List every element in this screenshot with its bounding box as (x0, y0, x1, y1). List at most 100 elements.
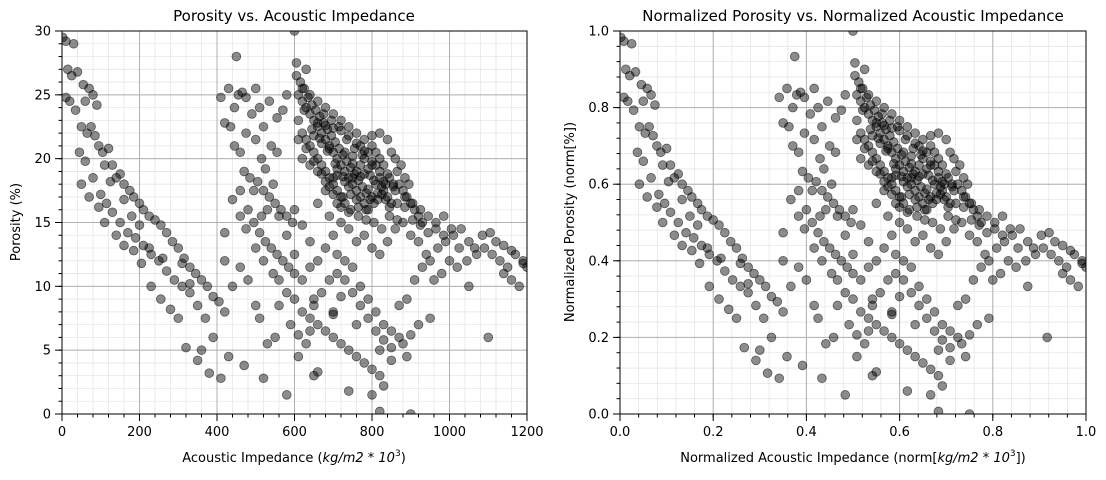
scatter-point (832, 300, 843, 311)
scatter-point (945, 342, 955, 353)
scatter-point (989, 224, 1000, 234)
scatter-point (964, 230, 975, 241)
scatter-point (956, 217, 967, 228)
scatter-point (361, 215, 371, 225)
scatter-point (301, 143, 311, 154)
scatter-point (817, 185, 827, 196)
scatter-point (772, 296, 783, 307)
scatter-point (235, 262, 246, 272)
scatter-point (351, 319, 362, 330)
scatter-point (444, 255, 455, 266)
scatter-point (374, 128, 385, 138)
scatter-point (250, 300, 261, 311)
scatter-point (939, 194, 950, 205)
scatter-point (1005, 224, 1016, 234)
scatter-point (351, 128, 362, 138)
scatter-point (968, 275, 979, 285)
scatter-point (865, 100, 876, 110)
scatter-point (223, 83, 234, 94)
scatter-point (297, 220, 308, 230)
scatter-point (655, 147, 666, 158)
scatter-point (797, 360, 808, 371)
y-tick-label: 30 (34, 25, 51, 40)
right-ticks: 0.0 0.2 0.4 0.6 0.8 1.0 0.0 0.2 0.4 0.6 0.8 1.0 (588, 25, 1096, 441)
scatter-point (167, 236, 178, 247)
scatter-point (811, 176, 821, 187)
scatter-point (887, 230, 897, 241)
scatter-point (107, 207, 118, 218)
scatter-point (272, 113, 282, 123)
scatter-point (363, 184, 373, 195)
scatter-point (1077, 256, 1086, 266)
scatter-point (894, 291, 905, 302)
scatter-point (136, 258, 147, 269)
scatter-point (881, 146, 891, 156)
scatter-point (347, 158, 358, 169)
left-x-axis-label-close: ) (401, 451, 406, 466)
scatter-point (161, 227, 172, 238)
scatter-point (826, 179, 837, 190)
scatter-point (945, 355, 955, 366)
scatter-point (353, 202, 364, 212)
scatter-point (867, 294, 878, 304)
scatter-point (299, 105, 309, 115)
scatter-point (879, 326, 889, 336)
scatter-point (378, 335, 389, 345)
scatter-point (384, 202, 395, 212)
scatter-point (254, 102, 265, 113)
scatter-point (1011, 262, 1021, 272)
scatter-point (305, 160, 315, 170)
scatter-point (413, 319, 424, 330)
scatter-point (365, 194, 375, 205)
scatter-point (941, 134, 951, 145)
scatter-point (258, 121, 269, 132)
scatter-point (1022, 236, 1033, 247)
left-scatter-points (62, 31, 527, 414)
scatter-point (365, 170, 375, 181)
scatter-point (214, 296, 224, 307)
scatter-point (947, 179, 957, 190)
scatter-point (1073, 281, 1084, 292)
scatter-point (506, 275, 517, 285)
scatter-point (510, 249, 521, 260)
scatter-point (241, 128, 251, 138)
scatter-point (687, 192, 697, 202)
y-tick-label: 20 (34, 152, 51, 167)
x-tick-label: 0.4 (796, 425, 817, 440)
scatter-point (250, 243, 261, 253)
scatter-point (622, 96, 633, 107)
scatter-point (477, 230, 488, 241)
scatter-point (235, 211, 246, 221)
scatter-point (256, 211, 267, 221)
scatter-point (340, 275, 350, 285)
scatter-point (266, 141, 277, 151)
scatter-point (921, 313, 932, 324)
scatter-point (900, 134, 911, 145)
scatter-point (786, 281, 796, 292)
scatter-point (725, 236, 736, 247)
scatter-point (270, 198, 280, 209)
scatter-point (687, 245, 697, 256)
scatter-point (297, 83, 308, 94)
scatter-point (316, 138, 327, 149)
scatter-point (305, 236, 315, 247)
scatter-point (371, 326, 381, 336)
scatter-point (743, 262, 753, 272)
scatter-point (929, 326, 940, 336)
scatter-point (626, 38, 637, 49)
scatter-point (1022, 281, 1033, 292)
scatter-point (309, 370, 319, 381)
scatter-point (669, 230, 680, 241)
scatter-point (157, 253, 168, 264)
scatter-point (111, 230, 122, 241)
scatter-point (392, 215, 402, 225)
scatter-point (809, 300, 819, 311)
scatter-point (312, 96, 323, 107)
scatter-point (320, 326, 331, 336)
scatter-point (817, 373, 827, 384)
scatter-point (793, 211, 804, 221)
scatter-point (268, 179, 278, 190)
scatter-point (638, 96, 649, 107)
scatter-point (92, 100, 102, 110)
